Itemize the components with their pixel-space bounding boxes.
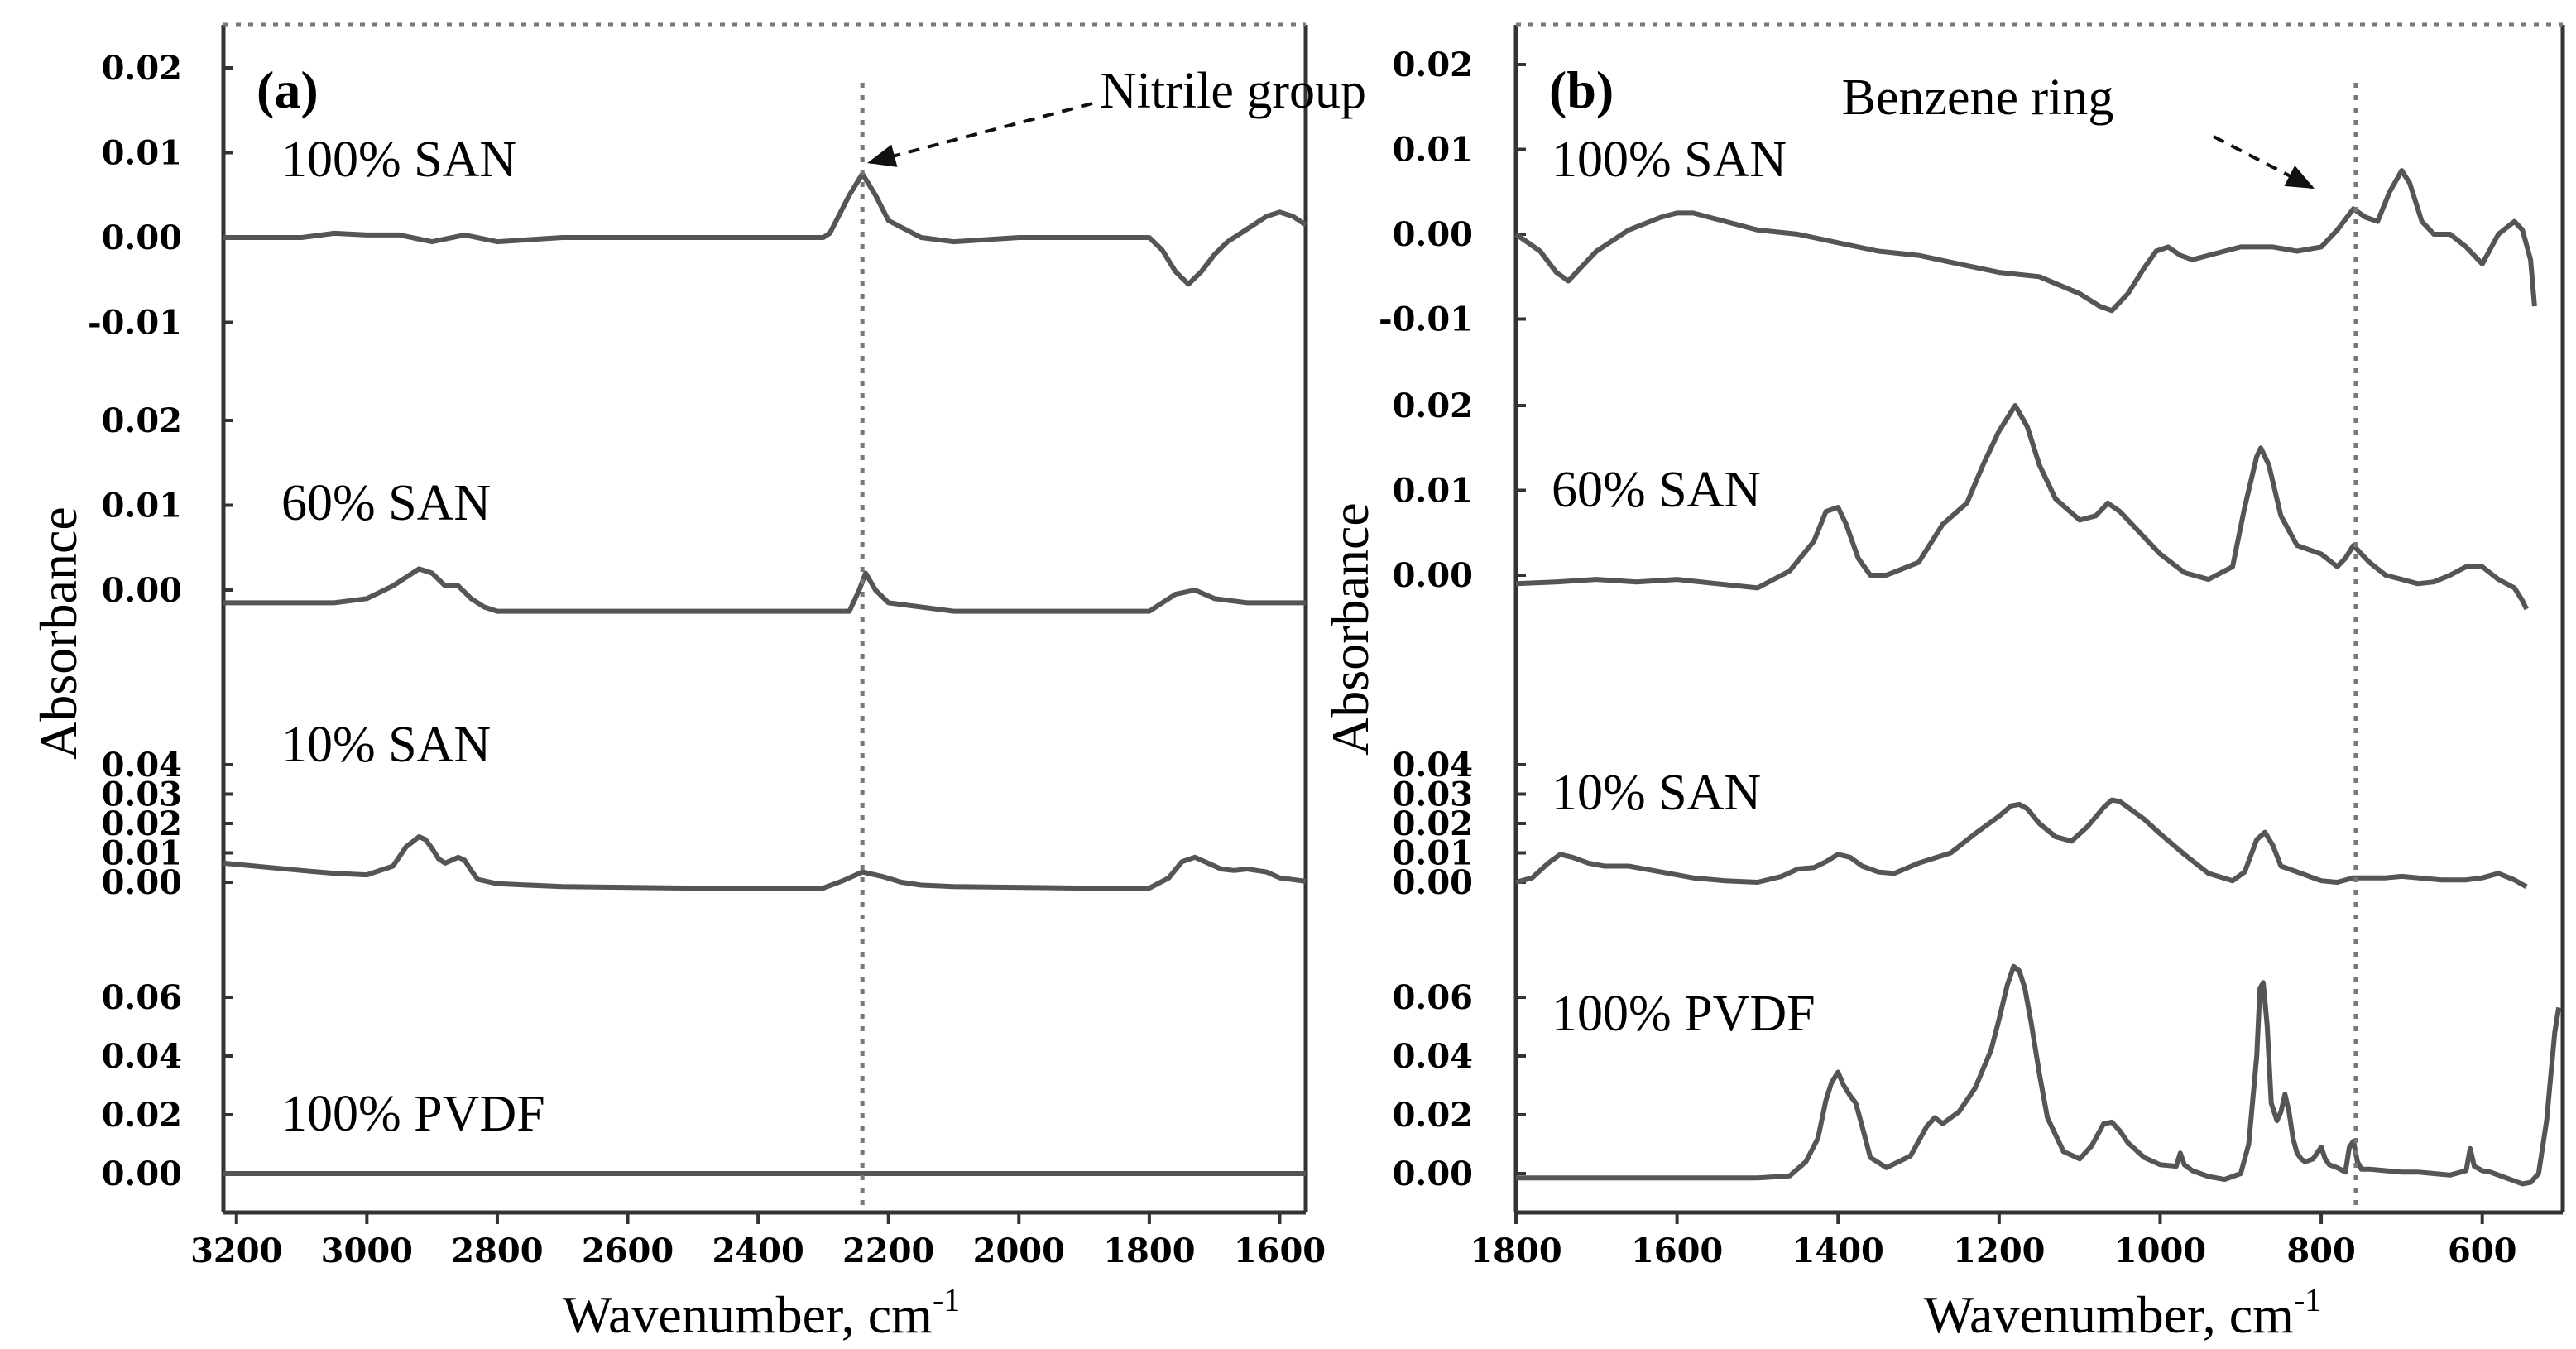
annotation-arrowhead-a [867,144,898,167]
y-tick-label-a: 0.01 [102,134,182,173]
y-tick-label-a: 0.02 [102,804,182,843]
series-line-b-60-san [1515,403,2529,611]
y-tick-label-a: 0.00 [102,863,182,902]
series-label-a: 60% SAN [281,475,491,531]
series-label-b: 100% PVDF [1552,986,1816,1042]
y-tick-label-b: 0.02 [1393,1096,1473,1135]
panel-b: 1800 1600 1400 1200 1000 800 6000.020.010.00-0… [1379,22,2565,1270]
x-tick-label-b: 1400 [1792,1231,1884,1270]
y-tick-label-a: 0.04 [102,1037,182,1076]
annotation-label-a: Nitrile group [1100,63,1366,119]
x-tick-label-a: 1600 [1234,1231,1326,1270]
y-tick-label-a: 0.02 [102,49,182,88]
y-tick-label-a: 0.04 [102,746,182,785]
panel-label-a: (a) [257,60,319,119]
series-line-b-100-san [1514,168,2537,314]
x-tick-label-b: 1800 [1470,1231,1561,1270]
y-tick-label-a: 0.01 [102,834,182,873]
y-tick-label-a: 0.00 [102,1155,182,1193]
series-line-b-10-san [1515,797,2528,889]
y-tick-label-b: 0.02 [1393,386,1473,425]
x-tick-label-a: 2400 [712,1231,804,1270]
x-axis-label-b: Wavenumber, cm-1 [1924,1281,2322,1344]
y-tick-label-b: 0.04 [1393,1037,1473,1076]
series-line-a-10-san [223,834,1307,891]
series-label-b: 10% SAN [1552,765,1761,821]
y-tick-label-b: 0.03 [1393,775,1473,814]
series-label-b: 100% SAN [1552,132,1787,188]
y-tick-label-a: 0.02 [102,401,182,440]
x-tick-label-b: 1000 [2114,1231,2206,1270]
y-tick-label-b: 0.02 [1393,46,1473,84]
x-tick-label-a: 3000 [321,1231,413,1270]
series-label-a: 100% SAN [281,132,516,188]
series-label-a: 100% PVDF [281,1086,545,1142]
y-tick-label-b: 0.06 [1393,978,1473,1017]
annotation-arrow-a [866,102,1093,165]
y-tick-label-a: 0.06 [102,978,182,1017]
annotation-arrowhead-b [2284,165,2315,189]
y-tick-label-a: 0.01 [102,487,182,526]
annotation-label-b: Benzene ring [1842,70,2114,126]
x-tick-label-a: 2200 [842,1231,934,1270]
x-tick-label-a: 2800 [451,1231,543,1270]
y-tick-label-a: 0.00 [102,571,182,610]
y-tick-label-b: 0.01 [1393,131,1473,170]
series-label-a: 10% SAN [281,717,491,773]
x-tick-label-a: 2000 [973,1231,1065,1270]
y-axis-label-b: Absorbance [1321,502,1379,756]
series-line-b-100-pvdf [1516,963,2562,1187]
y-tick-label-b: 0.01 [1393,834,1473,873]
panel-label-b: (b) [1549,60,1614,119]
x-tick-label-a: 2600 [582,1231,674,1270]
x-tick-label-b: 1200 [1953,1231,2045,1270]
series-line-a-60-san [223,566,1306,614]
series-line-a-100-san [223,171,1307,287]
x-tick-label-b: 1600 [1631,1231,1723,1270]
y-tick-label-b: 0.02 [1393,804,1473,843]
y-tick-label-b: 0.04 [1393,746,1473,785]
y-tick-label-b: 0.00 [1393,863,1473,902]
y-tick-label-b: -0.01 [1379,300,1473,339]
y-tick-label-a: 0.03 [102,775,182,814]
y-tick-label-a: -0.01 [88,304,182,343]
y-axis-label-a: Absorbance [29,506,88,760]
x-tick-label-a: 3200 [190,1231,282,1270]
x-tick-label-a: 1800 [1103,1231,1195,1270]
x-tick-label-b: 800 [2286,1231,2356,1270]
panel-a: 3200 3000 2800 2600 2400 2200 2000 1800 1600 0.02… [88,22,1366,1270]
y-tick-label-b: 0.00 [1393,215,1473,254]
y-tick-label-a: 0.00 [102,218,182,257]
x-axis-label-a: Wavenumber, cm-1 [563,1281,961,1344]
y-tick-label-b: 0.01 [1393,472,1473,511]
x-tick-label-b: 600 [2448,1231,2517,1270]
y-tick-label-a: 0.02 [102,1096,182,1135]
series-label-b: 60% SAN [1552,462,1761,518]
y-tick-label-b: 0.00 [1393,556,1473,595]
y-tick-label-b: 0.00 [1393,1155,1473,1193]
